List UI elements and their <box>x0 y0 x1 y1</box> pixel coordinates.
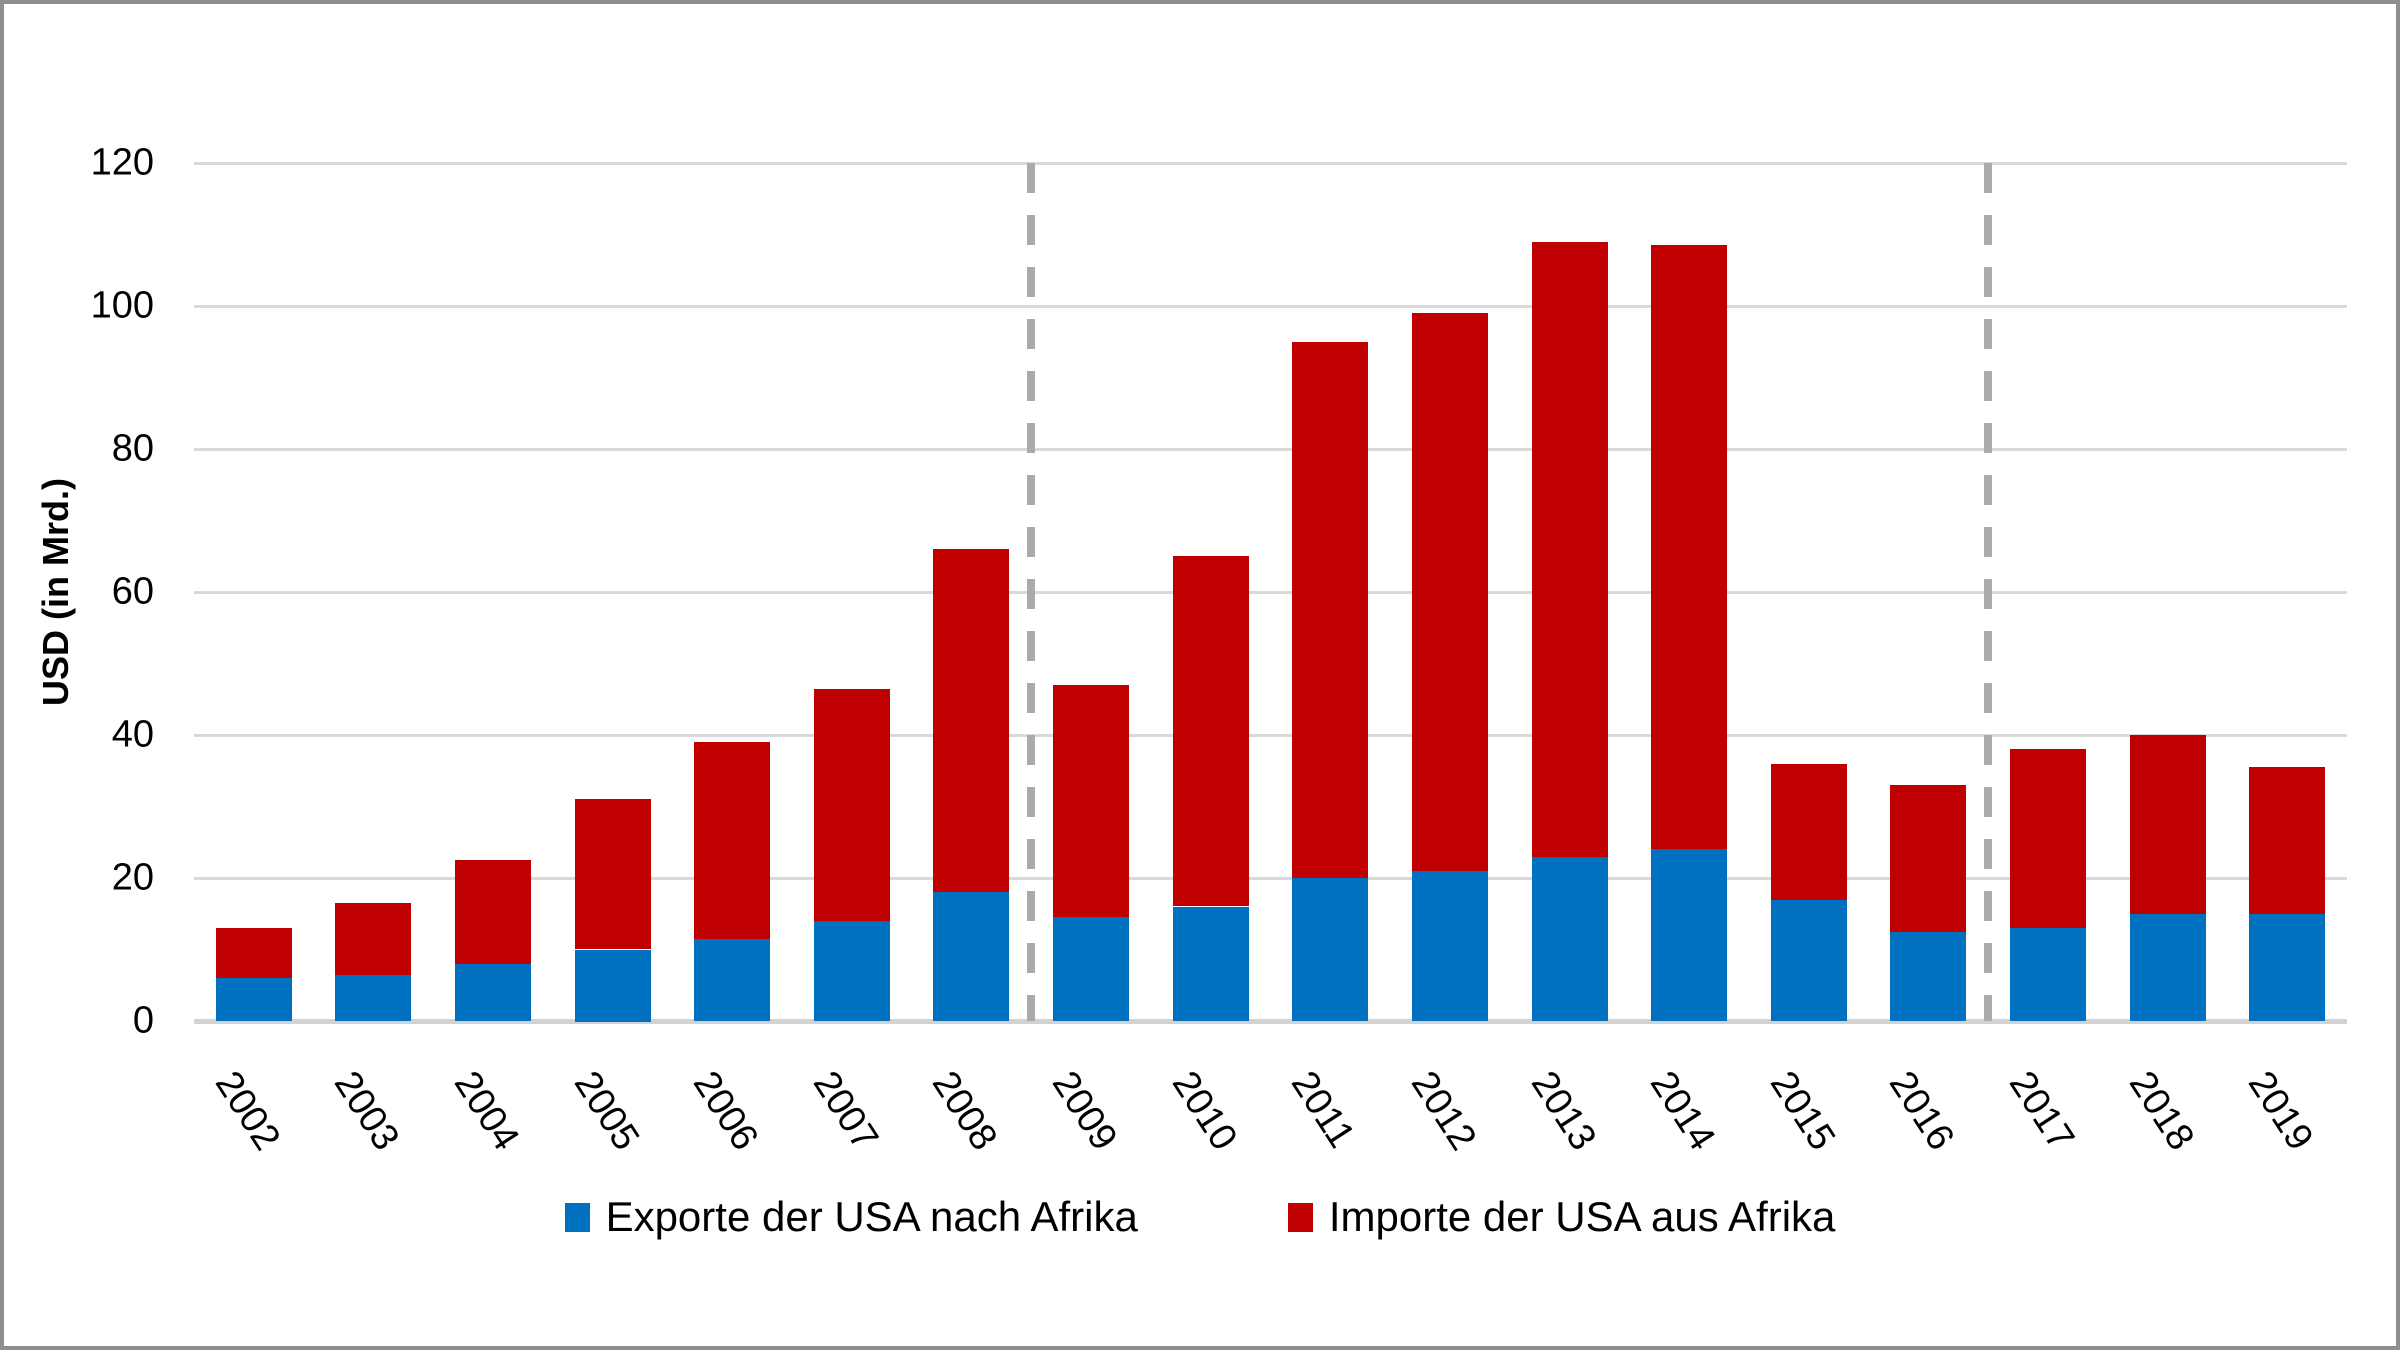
y-tick-label-40: 40 <box>111 713 154 756</box>
bar-segment-2013-imports <box>1532 242 1608 857</box>
y-tick-label-100: 100 <box>90 284 154 327</box>
bar-segment-2013-exports <box>1532 857 1608 1021</box>
x-tick-label-2004: 2004 <box>445 1064 528 1158</box>
bar-segment-2016-exports <box>1890 932 1966 1021</box>
x-tick-label-2019: 2019 <box>2239 1064 2322 1158</box>
bar-segment-2008-imports <box>933 549 1009 892</box>
bar-segment-2018-exports <box>2130 914 2206 1021</box>
bar-segment-2006-exports <box>694 939 770 1021</box>
legend-label-exports: Exporte der USA nach Afrika <box>605 1193 1138 1240</box>
legend-item-imports: Importe der USA aus Afrika <box>1287 1193 1836 1240</box>
bar-segment-2019-imports <box>2249 767 2325 914</box>
y-gridline-80 <box>194 448 2347 451</box>
dashed-separator-1 <box>1027 163 1035 1021</box>
x-tick-label-2006: 2006 <box>684 1064 767 1158</box>
legend: Exporte der USA nach Afrika Importe der U… <box>4 1196 2396 1238</box>
bar-segment-2010-imports <box>1173 556 1249 906</box>
legend-marker-exports <box>564 1202 590 1232</box>
bar-segment-2018-imports <box>2130 735 2206 914</box>
x-tick-label-2008: 2008 <box>923 1064 1006 1158</box>
y-gridline-20 <box>194 877 2347 880</box>
bar-segment-2011-exports <box>1292 878 1368 1021</box>
bar-segment-2005-exports <box>575 950 651 1022</box>
x-tick-label-2005: 2005 <box>565 1064 648 1158</box>
bar-segment-2002-exports <box>216 978 292 1021</box>
x-tick-label-2012: 2012 <box>1402 1064 1485 1158</box>
y-gridline-100 <box>194 305 2347 308</box>
x-tick-label-2014: 2014 <box>1641 1064 1724 1158</box>
x-tick-label-2013: 2013 <box>1522 1064 1605 1158</box>
x-tick-label-2015: 2015 <box>1761 1064 1844 1158</box>
bar-segment-2010-exports <box>1173 907 1249 1021</box>
bar-segment-2004-exports <box>455 964 531 1021</box>
x-tick-label-2011: 2011 <box>1282 1064 1363 1156</box>
bar-segment-2009-exports <box>1053 917 1129 1021</box>
bar-segment-2017-imports <box>2010 749 2086 928</box>
bar-segment-2014-exports <box>1651 849 1727 1021</box>
bar-segment-2012-exports <box>1412 871 1488 1021</box>
bar-segment-2002-imports <box>216 928 292 978</box>
x-tick-label-2009: 2009 <box>1043 1064 1126 1158</box>
bar-segment-2014-imports <box>1651 245 1727 849</box>
y-gridline-40 <box>194 734 2347 737</box>
legend-item-exports: Exporte der USA nach Afrika <box>564 1193 1138 1240</box>
bar-segment-2012-imports <box>1412 313 1488 871</box>
x-tick-label-2003: 2003 <box>325 1064 408 1158</box>
x-tick-label-2010: 2010 <box>1163 1064 1246 1158</box>
x-axis-line <box>194 1019 2347 1024</box>
y-tick-label-20: 20 <box>111 856 154 899</box>
bar-segment-2015-exports <box>1771 899 1847 1021</box>
y-tick-label-80: 80 <box>111 427 154 470</box>
bar-segment-2005-imports <box>575 799 651 949</box>
bar-segment-2008-exports <box>933 892 1009 1021</box>
bar-segment-2011-imports <box>1292 342 1368 878</box>
x-tick-label-2002: 2002 <box>206 1064 289 1158</box>
legend-marker-imports <box>1287 1202 1313 1232</box>
bar-segment-2016-imports <box>1890 785 1966 932</box>
legend-label-imports: Importe der USA aus Afrika <box>1328 1193 1836 1240</box>
x-tick-label-2016: 2016 <box>1880 1064 1963 1158</box>
bar-segment-2006-imports <box>694 742 770 939</box>
y-tick-label-60: 60 <box>111 570 154 613</box>
bar-segment-2009-imports <box>1053 685 1129 917</box>
y-gridline-60 <box>194 591 2347 594</box>
dashed-separator-2 <box>1984 163 1992 1021</box>
bar-segment-2015-imports <box>1771 764 1847 900</box>
bar-segment-2003-exports <box>335 975 411 1021</box>
bar-segment-2007-exports <box>814 921 890 1021</box>
x-tick-label-2018: 2018 <box>2120 1064 2203 1158</box>
bar-segment-2004-imports <box>455 860 531 964</box>
y-gridline-120 <box>194 162 2347 165</box>
x-tick-label-2007: 2007 <box>804 1064 887 1158</box>
bar-segment-2007-imports <box>814 689 890 921</box>
bar-segment-2017-exports <box>2010 928 2086 1021</box>
y-tick-label-0: 0 <box>132 999 154 1042</box>
bar-segment-2019-exports <box>2249 914 2325 1021</box>
y-tick-label-120: 120 <box>90 141 154 184</box>
bar-segment-2003-imports <box>335 903 411 975</box>
x-tick-label-2017: 2017 <box>2000 1064 2083 1158</box>
